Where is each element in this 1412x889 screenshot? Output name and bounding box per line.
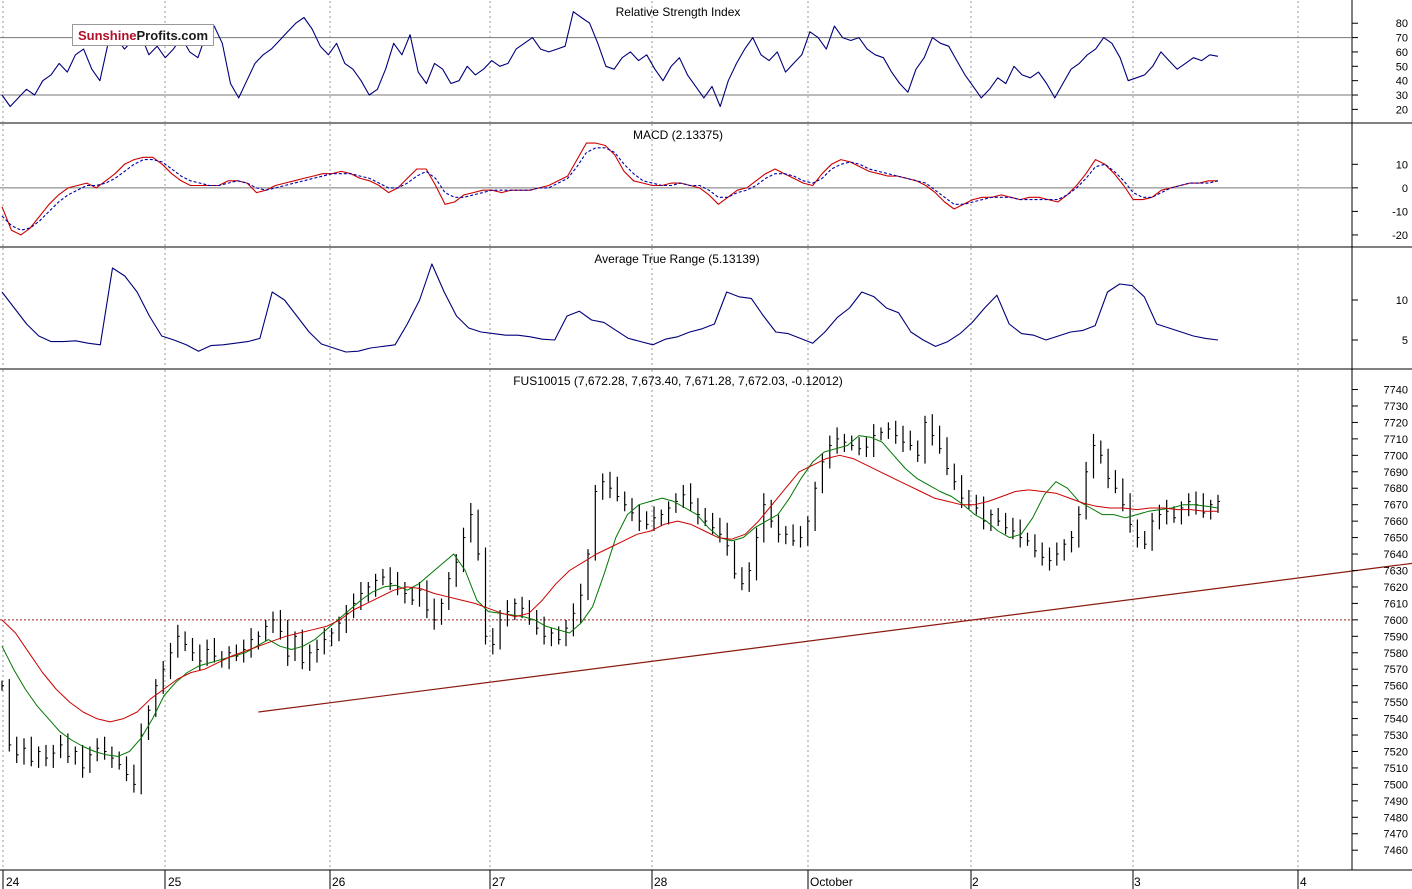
y-tick-label: 0 [1402, 183, 1408, 195]
y-tick-label: 7730 [1384, 401, 1408, 413]
x-axis-label: 3 [1134, 875, 1141, 889]
y-tick-label: 7480 [1384, 812, 1408, 824]
logo-part-sunshine: Sunshine [78, 27, 137, 43]
y-tick-label: 7500 [1384, 779, 1408, 791]
y-tick-label: 7470 [1384, 829, 1408, 841]
x-axis-label: 28 [654, 875, 668, 889]
y-tick-label: 7520 [1384, 746, 1408, 758]
x-axis-label: 25 [168, 875, 182, 889]
y-tick-label: 7640 [1384, 549, 1408, 561]
sunshine-profits-logo: Sunshine Profits.com [72, 24, 215, 46]
y-tick-label: 7720 [1384, 417, 1408, 429]
long-ma-line [1, 454, 1218, 723]
y-tick-label: 7460 [1384, 845, 1408, 857]
axis-layer: 80 70 60 50 40 30 20 Relative Strength Index 10 0… [2, 5, 1408, 889]
panel-title: Relative Strength Index [616, 5, 741, 19]
y-tick-label: 60 [1396, 47, 1408, 59]
y-tick-label: 7710 [1384, 434, 1408, 446]
y-tick-label: 5 [1402, 335, 1408, 347]
y-tick-label: 70 [1396, 33, 1408, 45]
y-tick-label: 40 [1396, 76, 1408, 88]
y-tick-label: 80 [1396, 18, 1408, 30]
signal-line [1, 147, 1219, 231]
x-axis-label: October [810, 875, 853, 889]
y-tick-label: 30 [1396, 90, 1408, 102]
y-tick-label: 10 [1396, 159, 1408, 171]
x-axis-label: 27 [492, 875, 506, 889]
y-tick-label: 7700 [1384, 450, 1408, 462]
x-axis-label: 26 [332, 875, 346, 889]
y-tick-label: 7540 [1384, 714, 1408, 726]
grid-layer [0, 0, 1412, 871]
y-tick-label: 7570 [1384, 664, 1408, 676]
panel-title: MACD (2.13375) [633, 128, 723, 142]
x-axis-label: 2 [972, 875, 979, 889]
y-tick-label: 7490 [1384, 796, 1408, 808]
macd-line [1, 142, 1218, 236]
y-tick-label: 7590 [1384, 631, 1408, 643]
logo-part-profits: Profits.com [136, 27, 209, 43]
y-tick-label: 7610 [1384, 598, 1408, 610]
x-axis-label: 24 [6, 875, 20, 889]
y-tick-label: 7630 [1384, 565, 1408, 577]
y-tick-label: 7650 [1384, 533, 1408, 545]
y-tick-label: 20 [1396, 104, 1408, 116]
panel-title: FUS10015 (7,672.28, 7,673.40, 7,671.28, … [513, 374, 843, 388]
y-tick-label: -20 [1392, 230, 1408, 242]
y-tick-label: 7530 [1384, 730, 1408, 742]
y-tick-label: -10 [1392, 206, 1408, 218]
y-tick-label: 7670 [1384, 500, 1408, 512]
y-tick-label: 7660 [1384, 516, 1408, 528]
atr-line [1, 263, 1219, 353]
y-tick-label: 7510 [1384, 763, 1408, 775]
y-tick-label: 7560 [1384, 681, 1408, 693]
y-tick-label: 7600 [1384, 615, 1408, 627]
y-tick-label: 7690 [1384, 467, 1408, 479]
support-trendline [258, 562, 1412, 713]
y-tick-label: 7620 [1384, 582, 1408, 594]
short-ma-line [1, 435, 1219, 757]
y-tick-label: 7740 [1384, 385, 1408, 397]
x-axis-label: 4 [1300, 875, 1307, 889]
y-tick-label: 7680 [1384, 483, 1408, 495]
y-tick-label: 10 [1396, 295, 1408, 307]
y-tick-label: 50 [1396, 61, 1408, 73]
y-tick-label: 7550 [1384, 697, 1408, 709]
panel-title: Average True Range (5.13139) [594, 252, 759, 266]
y-tick-label: 7580 [1384, 648, 1408, 660]
